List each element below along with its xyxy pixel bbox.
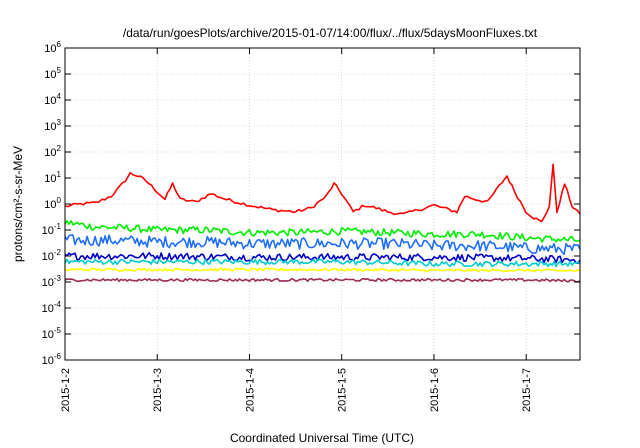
series-line-1 bbox=[64, 163, 581, 223]
y-tick-base: 10 bbox=[42, 225, 54, 237]
y-axis-label: protons/cm²-s-sr-MeV bbox=[11, 146, 25, 262]
y-tick-exponent: 0 bbox=[57, 196, 62, 205]
y-tick-exponent: -6 bbox=[54, 352, 62, 361]
series-line-3 bbox=[64, 234, 581, 256]
y-tick-exponent: -2 bbox=[54, 248, 62, 257]
y-tick-exponent: 2 bbox=[57, 144, 62, 153]
y-axis-ticks: 10-610-510-410-310-210-11001011021031041… bbox=[42, 40, 580, 367]
x-tick-label: 2015-1-4 bbox=[244, 368, 256, 412]
plot-frame bbox=[64, 47, 581, 361]
y-tick-label: 10-5 bbox=[42, 326, 62, 341]
x-tick-label: 2015-1-3 bbox=[152, 368, 164, 412]
y-tick-base: 10 bbox=[44, 173, 56, 185]
y-tick-label: 10-3 bbox=[42, 274, 62, 289]
y-tick-exponent: -1 bbox=[54, 222, 62, 231]
y-tick-base: 10 bbox=[44, 147, 56, 159]
y-tick-exponent: -4 bbox=[54, 300, 62, 309]
y-tick-label: 10-6 bbox=[42, 352, 62, 367]
y-tick-base: 10 bbox=[42, 277, 54, 289]
x-tick-label: 2015-1-2 bbox=[60, 368, 72, 412]
y-tick-base: 10 bbox=[44, 121, 56, 133]
y-tick-label: 105 bbox=[44, 66, 61, 81]
series-line-2 bbox=[64, 220, 581, 243]
y-tick-exponent: -5 bbox=[54, 326, 62, 335]
y-tick-exponent: 3 bbox=[57, 118, 62, 127]
y-tick-exponent: -3 bbox=[54, 274, 62, 283]
y-tick-label: 10-1 bbox=[42, 222, 62, 237]
y-tick-base: 10 bbox=[44, 199, 56, 211]
y-tick-label: 102 bbox=[44, 144, 61, 159]
series-line-7 bbox=[64, 277, 581, 283]
y-tick-base: 10 bbox=[42, 303, 54, 315]
y-tick-label: 10-4 bbox=[42, 300, 62, 315]
y-tick-label: 100 bbox=[44, 196, 61, 211]
y-tick-label: 10-2 bbox=[42, 248, 62, 263]
y-tick-exponent: 6 bbox=[57, 40, 62, 49]
y-tick-exponent: 5 bbox=[57, 66, 62, 75]
x-tick-label: 2015-1-5 bbox=[337, 368, 349, 412]
series-line-4 bbox=[64, 252, 581, 265]
chart-title: /data/run/goesPlots/archive/2015-01-07/1… bbox=[123, 26, 538, 40]
y-tick-base: 10 bbox=[44, 95, 56, 107]
y-tick-exponent: 4 bbox=[57, 92, 62, 101]
series-group bbox=[64, 163, 581, 283]
x-tick-label: 2015-1-6 bbox=[429, 368, 441, 412]
y-tick-base: 10 bbox=[44, 43, 56, 55]
x-tick-label: 2015-1-7 bbox=[521, 368, 533, 412]
grid-lines bbox=[64, 47, 580, 361]
y-tick-label: 103 bbox=[44, 118, 61, 133]
series-line-6 bbox=[64, 267, 581, 273]
y-tick-label: 101 bbox=[44, 170, 61, 185]
y-tick-base: 10 bbox=[42, 329, 54, 341]
series-line-5 bbox=[64, 258, 581, 268]
y-tick-exponent: 1 bbox=[57, 170, 62, 179]
y-tick-base: 10 bbox=[42, 355, 54, 367]
x-axis-ticks: 2015-1-2 2015-1-3 2015-1-4 2015-1-5 2015-1-6… bbox=[60, 48, 533, 412]
y-tick-label: 106 bbox=[44, 40, 61, 55]
y-tick-base: 10 bbox=[42, 251, 54, 263]
y-tick-base: 10 bbox=[44, 69, 56, 81]
x-axis-label: Coordinated Universal Time (UTC) bbox=[230, 431, 414, 445]
y-tick-label: 104 bbox=[44, 92, 61, 107]
